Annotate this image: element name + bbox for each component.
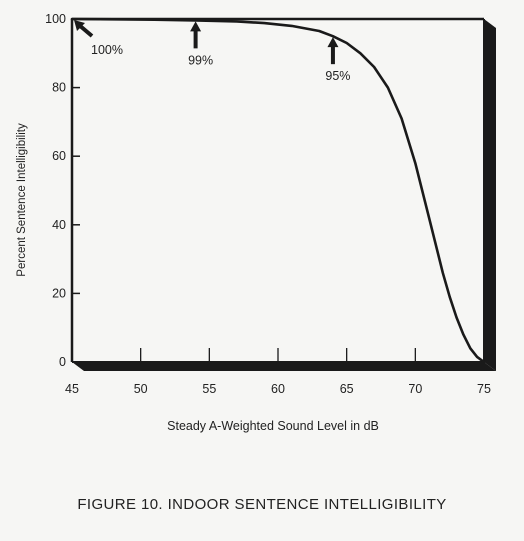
intelligibility-curve [70,17,486,364]
x-tick-label: 70 [408,382,422,396]
x-tick-label: 50 [134,382,148,396]
x-tick-label: 55 [202,382,216,396]
annotation-99-arrowhead [190,21,202,32]
y-tick-label: 20 [52,286,66,300]
y-axis-label: Percent Sentence Intelligibility [16,123,28,277]
annotations: 100% 99% 95% [74,20,350,83]
x-axis-label: Steady A-Weighted Sound Level in dB [167,419,379,433]
y-tick-label: 40 [52,218,66,232]
annotation-arrowhead-100 [74,20,85,31]
y-tick-label: 80 [52,81,66,95]
x-tick-label: 65 [340,382,354,396]
x-tick-label: 60 [271,382,285,396]
x-tick-labels: 45 50 55 60 65 70 75 [65,382,491,396]
annotation-99-label: 99% [188,53,213,67]
figure-caption: FIGURE 10. INDOOR SENTENCE INTELLIGIBILI… [77,496,447,513]
data-series [70,17,486,364]
y-tick-label: 60 [52,149,66,163]
frame-bottom-shadow [72,362,496,371]
x-tick-label: 75 [477,382,491,396]
annotation-label-100: 100% [91,43,123,57]
annotation-95-label: 95% [325,69,350,83]
x-tick-label: 45 [65,382,79,396]
y-tick-label: 100 [45,12,66,26]
y-tick-label: 0 [59,355,66,369]
y-tick-labels: 0 20 40 60 80 100 [45,12,66,369]
annotation-95-arrowhead [327,37,339,48]
frame-right-shadow [484,19,496,371]
